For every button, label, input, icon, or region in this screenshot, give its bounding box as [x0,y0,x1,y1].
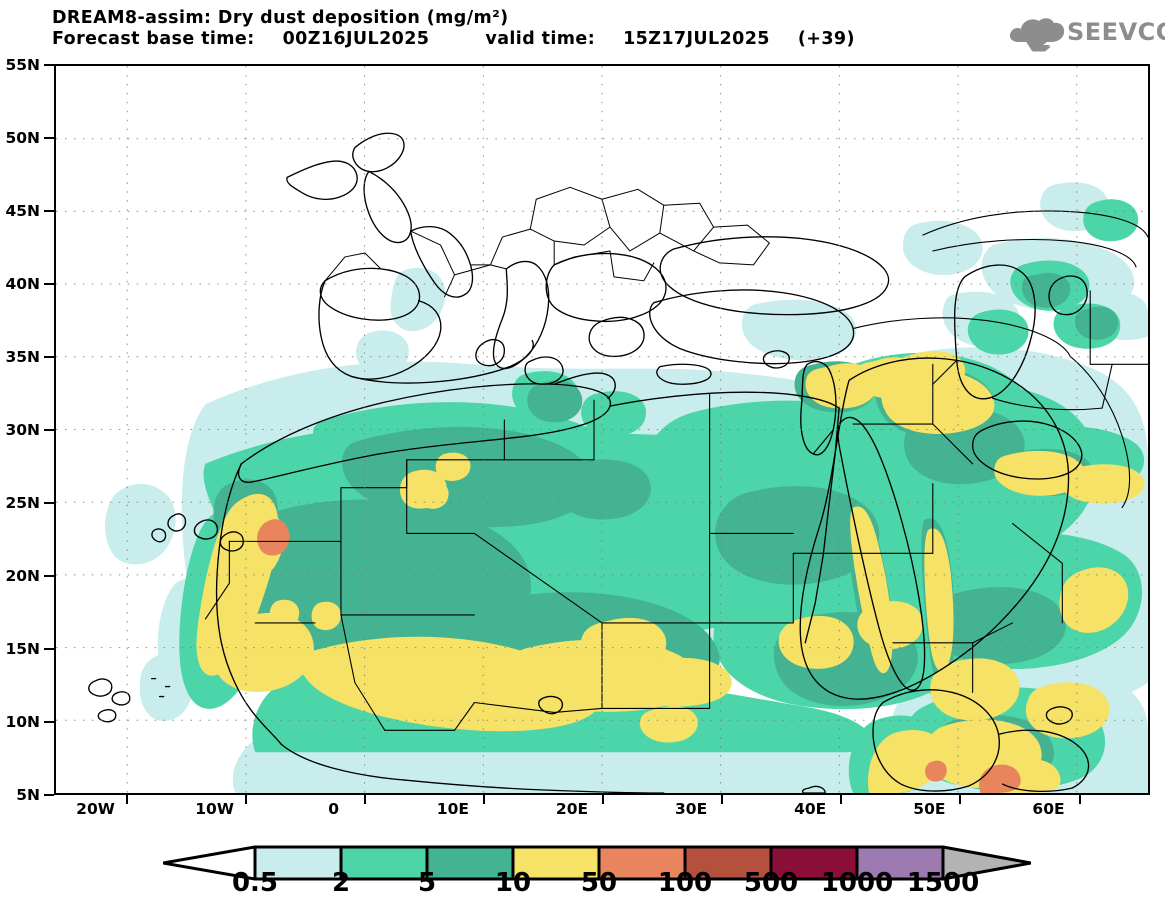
y-axis-tick [44,356,54,358]
cloud-icon [1009,18,1065,52]
colorbar-swatch-50-100 [597,845,687,881]
colorbar-swatch-100-500 [683,845,773,881]
x-axis-label-10w: 10W [195,800,234,818]
colorbar-label-1000: 1000 [820,868,894,898]
seevccc-logo: SEEVCCC [1005,12,1165,52]
x-axis-label-0: 0 [328,800,340,818]
colorbar-label-500: 500 [743,868,799,898]
colorbar-label-1500: 1500 [906,868,980,898]
colorbar-swatch-5-10 [425,845,515,881]
x-axis-tick [482,795,485,804]
y-axis-tick [44,648,54,650]
y-axis-label-15n: 15N [5,640,40,658]
x-axis-tick [840,795,843,804]
chart-title: DREAM8-assim: Dry dust deposition (mg/m²… [52,8,509,28]
y-axis-tick [44,575,54,577]
x-axis-label-20e: 20E [555,800,589,818]
y-axis-tick [44,429,54,431]
colorbar-over-cap [941,845,1031,881]
forecast-base-label: Forecast base time: [52,29,255,49]
colorbar-label-100: 100 [657,868,713,898]
map-coastlines [88,132,1148,793]
y-axis-label-35n: 35N [5,348,40,366]
y-axis-label-40n: 40N [5,275,40,293]
colorbar-label-5: 5 [417,868,437,898]
y-axis-tick [44,721,54,723]
y-axis-label-25n: 25N [5,494,40,512]
y-axis-tick [44,137,54,139]
y-axis-label-20n: 20N [5,567,40,585]
x-axis-tick [602,795,604,804]
colorbar-label-2: 2 [331,868,351,898]
colorbar-label-10: 10 [494,868,532,898]
colorbar-label-50: 50 [580,868,618,898]
colorbar [163,845,1031,881]
x-axis-tick [721,795,724,804]
x-axis-tick [363,795,366,804]
colorbar-swatches [163,845,1031,881]
forecast-base-value: 00Z16JUL2025 [282,29,430,49]
logo-text: SEEVCCC [1067,18,1165,46]
contour-band-10-50 [196,350,1145,793]
y-axis-label-30n: 30N [5,421,40,439]
x-axis-label-40e: 40E [794,800,827,818]
valid-time-value: 15Z17JUL2025 [623,29,770,49]
y-axis-label-45n: 45N [5,202,40,220]
colorbar-tick-labels: 0.5 2 5 10 50 100 500 1000 1500 [163,868,1031,902]
contour-band-50-100 [257,519,1021,793]
colorbar-swatch-1000-1500 [855,845,945,881]
y-axis-label-10n: 10N [5,713,40,731]
colorbar-label-0p5: 0.5 [231,868,279,898]
colorbar-swatch-500-1000 [769,845,859,881]
x-axis-tick [1078,795,1081,804]
chart-header: DREAM8-assim: Dry dust deposition (mg/m²… [52,8,855,50]
x-axis-label-20w: 20W [76,800,115,818]
y-axis-tick [44,64,54,66]
y-axis-tick [44,794,54,796]
x-axis-label-30e: 30E [675,800,708,818]
x-axis-tick [244,795,247,804]
map-plot-area [54,64,1150,795]
y-axis-label-50n: 50N [5,129,40,147]
x-axis-label-50e: 50E [913,800,946,818]
x-axis-label-10e: 10E [436,800,469,818]
lead-time-value: (+39) [797,29,855,49]
y-axis-tick [44,502,54,504]
valid-time-label: valid time: [485,29,596,49]
colorbar-swatch-10-50 [511,845,601,881]
chart-subtitle: Forecast base time: 00Z16JUL2025 valid tim… [52,29,855,50]
y-axis-tick [44,210,54,212]
x-axis-tick [125,795,128,804]
dust-deposition-contour-map [56,66,1148,793]
y-axis-label-5n: 5N [16,786,40,804]
x-axis-tick [959,795,962,804]
y-axis-tick [44,283,54,285]
y-axis-label-55n: 55N [5,56,40,74]
x-axis-label-60e: 60E [1032,800,1065,818]
